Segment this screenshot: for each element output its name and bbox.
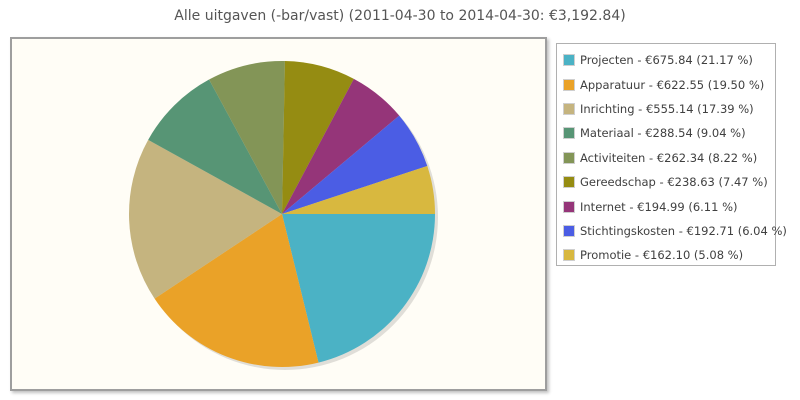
legend-swatch	[563, 127, 575, 140]
legend-label: Materiaal - €288.54 (9.04 %)	[580, 126, 746, 141]
legend-swatch	[563, 176, 575, 189]
pie-slice-projecten[interactable]	[282, 214, 436, 363]
pie-slice-activiteiten[interactable]	[209, 61, 285, 215]
pie-slice-stichtingskosten[interactable]	[282, 115, 428, 214]
legend-swatch	[563, 224, 575, 237]
legend-item-internet[interactable]: Internet - €194.99 (6.11 %)	[557, 194, 775, 218]
legend-item-promotie[interactable]: Promotie - €162.10 (5.08 %)	[557, 243, 775, 267]
legend-label: Gereedschap - €238.63 (7.47 %)	[580, 175, 768, 190]
plot-area	[10, 37, 547, 391]
pie-slice-gereedschap[interactable]	[282, 61, 354, 214]
legend-swatch	[563, 102, 575, 115]
legend-swatch	[563, 78, 575, 91]
legend-label: Internet - €194.99 (6.11 %)	[580, 199, 738, 214]
pie-slice-materiaal[interactable]	[148, 79, 282, 214]
pie-slice-inrichting[interactable]	[129, 139, 282, 299]
legend-label: Apparatuur - €622.55 (19.50 %)	[580, 77, 765, 92]
legend-swatch	[563, 249, 575, 262]
pie-chart	[129, 61, 438, 370]
pie-slice-promotie[interactable]	[282, 166, 435, 214]
legend-item-activiteiten[interactable]: Activiteiten - €262.34 (8.22 %)	[557, 146, 775, 170]
legend-item-projecten[interactable]: Projecten - €675.84 (21.17 %)	[557, 48, 775, 72]
legend-label: Promotie - €162.10 (5.08 %)	[580, 248, 744, 263]
legend-label: Projecten - €675.84 (21.17 %)	[580, 53, 753, 68]
legend-label: Activiteiten - €262.34 (8.22 %)	[580, 150, 758, 165]
legend-label: Stichtingskosten - €192.71 (6.04 %)	[580, 223, 787, 238]
legend: Projecten - €675.84 (21.17 %) Apparatuur …	[556, 43, 787, 267]
pie-slice-apparatuur[interactable]	[154, 214, 319, 368]
legend-item-apparatuur[interactable]: Apparatuur - €622.55 (19.50 %)	[557, 72, 775, 96]
legend-item-materiaal[interactable]: Materiaal - €288.54 (9.04 %)	[557, 121, 775, 145]
legend-swatch	[563, 151, 575, 164]
chart-title: Alle uitgaven (-bar/vast) (2011-04-30 to…	[174, 8, 626, 24]
legend-item-stichtingskosten[interactable]: Stichtingskosten - €192.71 (6.04 %)	[557, 219, 787, 243]
legend-swatch	[563, 200, 575, 213]
legend-label: Inrichting - €555.14 (17.39 %)	[580, 101, 754, 116]
legend-item-inrichting[interactable]: Inrichting - €555.14 (17.39 %)	[557, 97, 775, 121]
legend-item-gereedschap[interactable]: Gereedschap - €238.63 (7.47 %)	[557, 170, 775, 194]
legend-swatch	[563, 54, 575, 67]
pie-slice-internet[interactable]	[282, 78, 400, 214]
